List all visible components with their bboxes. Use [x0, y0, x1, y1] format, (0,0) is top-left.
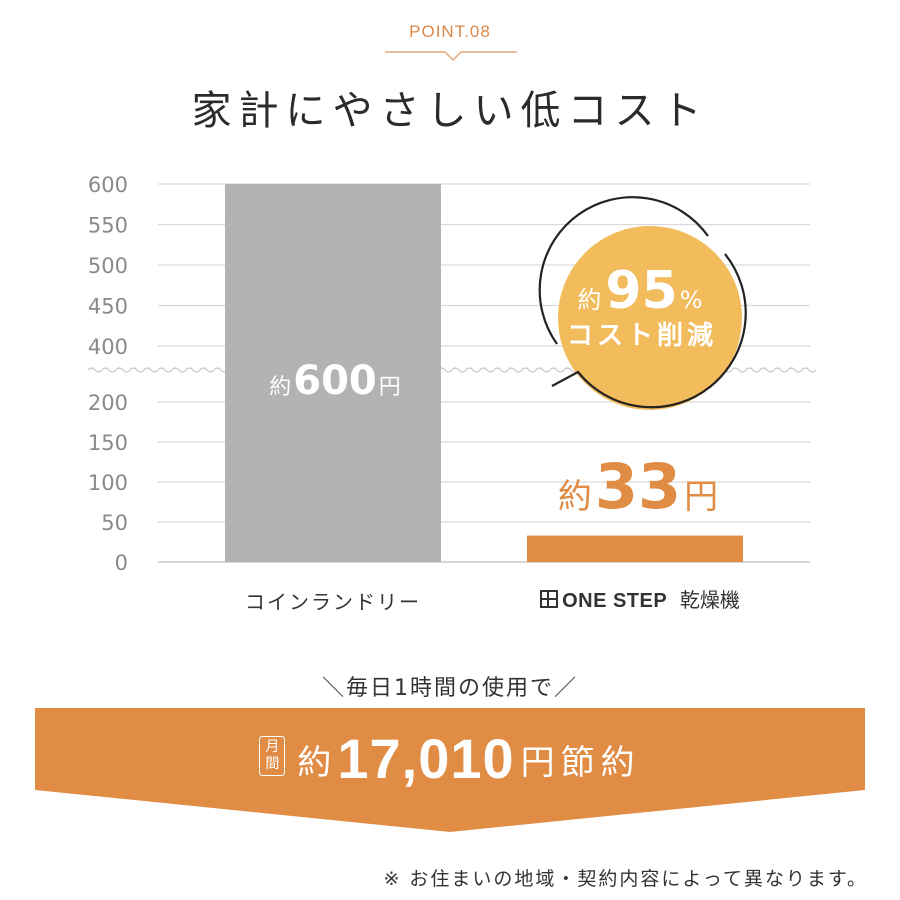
footnote: ※ お住まいの地域・契約内容によって異なります。: [383, 868, 868, 890]
y-tick-label: 0: [115, 551, 128, 575]
y-tick-label: 50: [101, 511, 128, 535]
badge-unit: %: [680, 286, 703, 314]
savings-banner: 月間約 17,010 円節約: [0, 726, 900, 791]
y-tick-label: 500: [88, 254, 128, 278]
category-label-coin-laundry: コインランドリー: [245, 590, 421, 614]
data-label-one-step: 約33円: [558, 450, 718, 523]
y-tick-label: 600: [88, 173, 128, 197]
brand-suffix: 乾燥機: [679, 588, 740, 612]
brand-logo-text: ONE STEP: [562, 590, 668, 612]
badge-value: 95: [605, 261, 677, 321]
y-tick-label: 450: [88, 295, 128, 319]
badge-line2: コスト削減: [567, 321, 717, 351]
data-label-coin-laundry: 約600円: [269, 358, 401, 404]
bar-one-step: [527, 535, 743, 562]
banner-suffix: 円節約: [520, 743, 641, 783]
savings-banner-shape: [35, 708, 865, 832]
monthly-tag: 月間: [259, 736, 286, 776]
savings-badge: 約95% コスト削減: [538, 196, 747, 410]
y-tick-label: 150: [88, 431, 128, 455]
y-tick-label: 550: [88, 214, 128, 238]
banner-prefix: 約: [297, 743, 332, 783]
point-label: POINT.08: [409, 22, 491, 41]
page-title: 家計にやさしい低コスト: [191, 88, 709, 134]
bar-coin-laundry: [225, 184, 441, 562]
usage-condition: ＼毎日1時間の使用で／: [322, 676, 578, 701]
category-label-one-step: ONE STEP 乾燥機: [520, 584, 760, 613]
y-tick-label: 400: [88, 335, 128, 359]
badge-prefix: 約: [577, 286, 601, 314]
grid-square-icon: [540, 590, 559, 608]
y-tick-label: 100: [88, 471, 128, 495]
svg-text:約95%: 約95%: [577, 261, 702, 321]
banner-amount: 17,010: [337, 727, 515, 790]
y-tick-label: 200: [88, 391, 128, 415]
point-underline: [385, 51, 517, 62]
